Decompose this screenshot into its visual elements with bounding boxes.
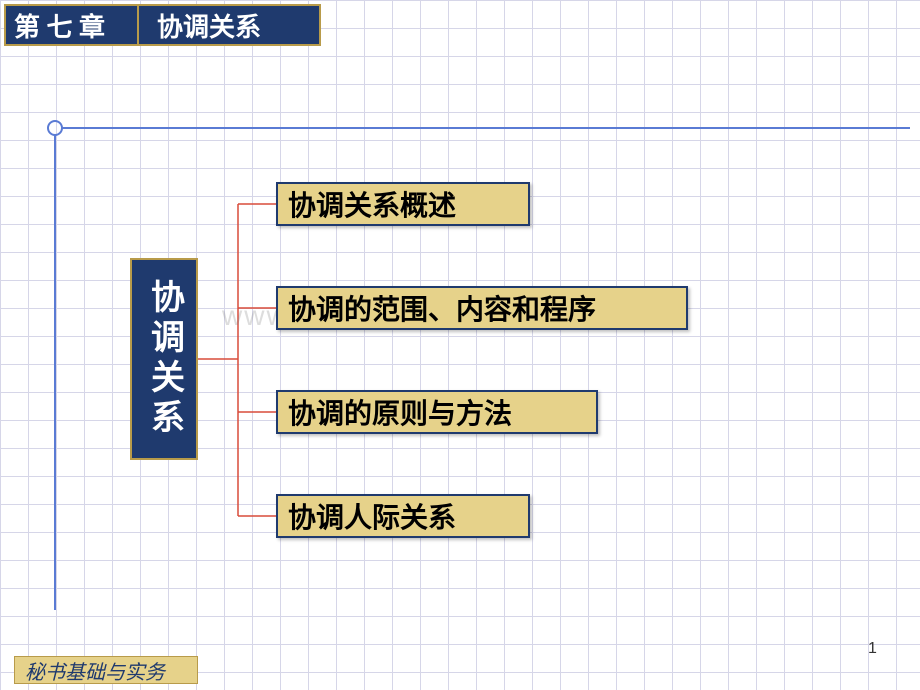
chapter-label: 第 七 章 [4,4,137,46]
footer-label: 秘书基础与实务 [14,656,198,684]
center-topic-box: 协调关系 [130,258,198,460]
item-box-3: 协调人际关系 [276,494,530,538]
item-box-2: 协调的原则与方法 [276,390,598,434]
page-number: 1 [868,640,877,658]
chapter-header: 第 七 章 协调关系 [4,4,321,46]
item-box-1: 协调的范围、内容和程序 [276,286,688,330]
chapter-title: 协调关系 [137,4,321,46]
item-box-0: 协调关系概述 [276,182,530,226]
